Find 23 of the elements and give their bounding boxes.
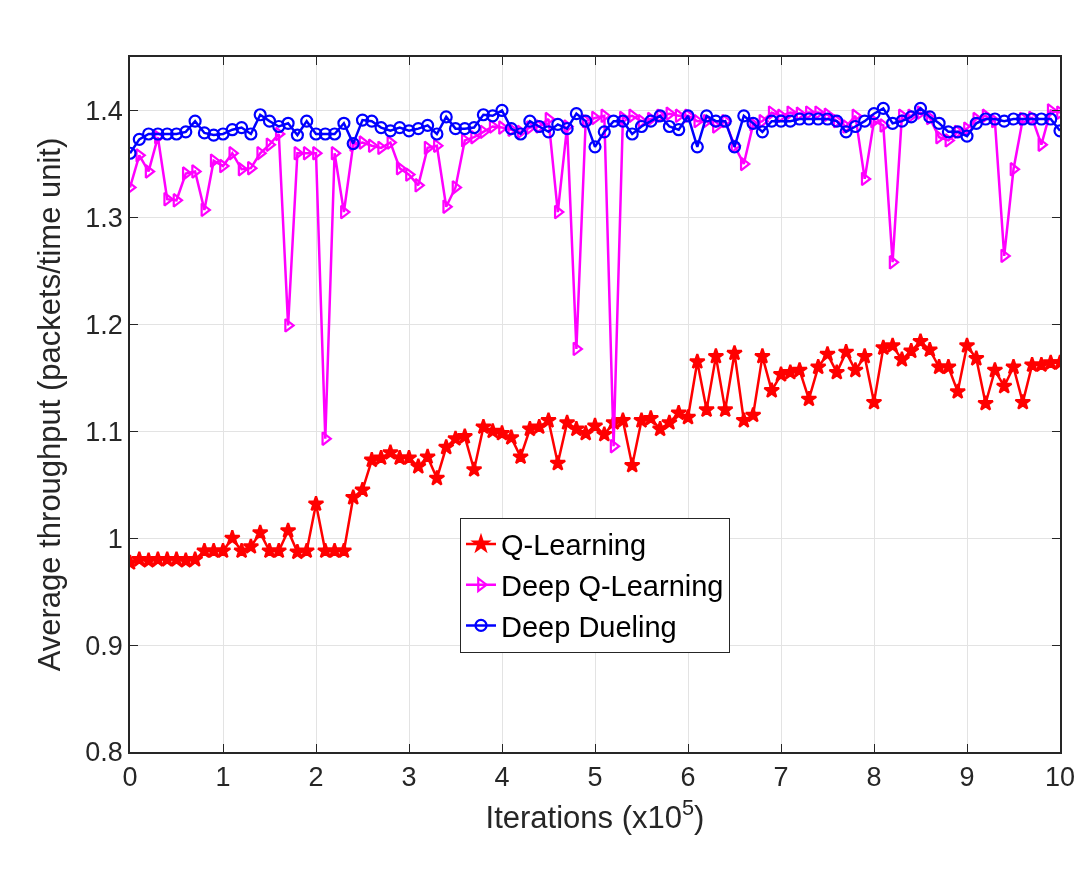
x-tick-label: 10 <box>1044 762 1076 793</box>
y-axis-title: Average throughput (packets/time unit) <box>32 137 68 672</box>
x-axis-title: Iterations (x10$^{5}$) <box>485 794 705 835</box>
y-tick-label: 0.8 <box>85 737 123 768</box>
x-tick-label: 8 <box>866 762 882 793</box>
x-tick-label: 1 <box>215 762 231 793</box>
legend-label: Deep Q-Learning <box>501 570 724 603</box>
y-tick-label: 1.4 <box>85 95 123 126</box>
x-tick-label: 6 <box>680 762 696 793</box>
x-tick-label: 2 <box>308 762 324 793</box>
y-tick-label: 1.1 <box>85 416 123 447</box>
x-tick-label: 5 <box>587 762 603 793</box>
x-tick-label: 9 <box>959 762 975 793</box>
x-tick-label: 0 <box>122 762 138 793</box>
y-tick-label: 1 <box>107 523 123 554</box>
y-tick-label: 0.9 <box>85 630 123 661</box>
y-tick-label: 1.3 <box>85 202 123 233</box>
y-tick-label: 1.2 <box>85 309 123 340</box>
legend-label: Q-Learning <box>501 529 647 562</box>
x-tick-label: 4 <box>494 762 510 793</box>
x-tick-label: 7 <box>773 762 789 793</box>
x-tick-label: 3 <box>401 762 417 793</box>
legend-label: Deep Dueling <box>501 610 677 643</box>
